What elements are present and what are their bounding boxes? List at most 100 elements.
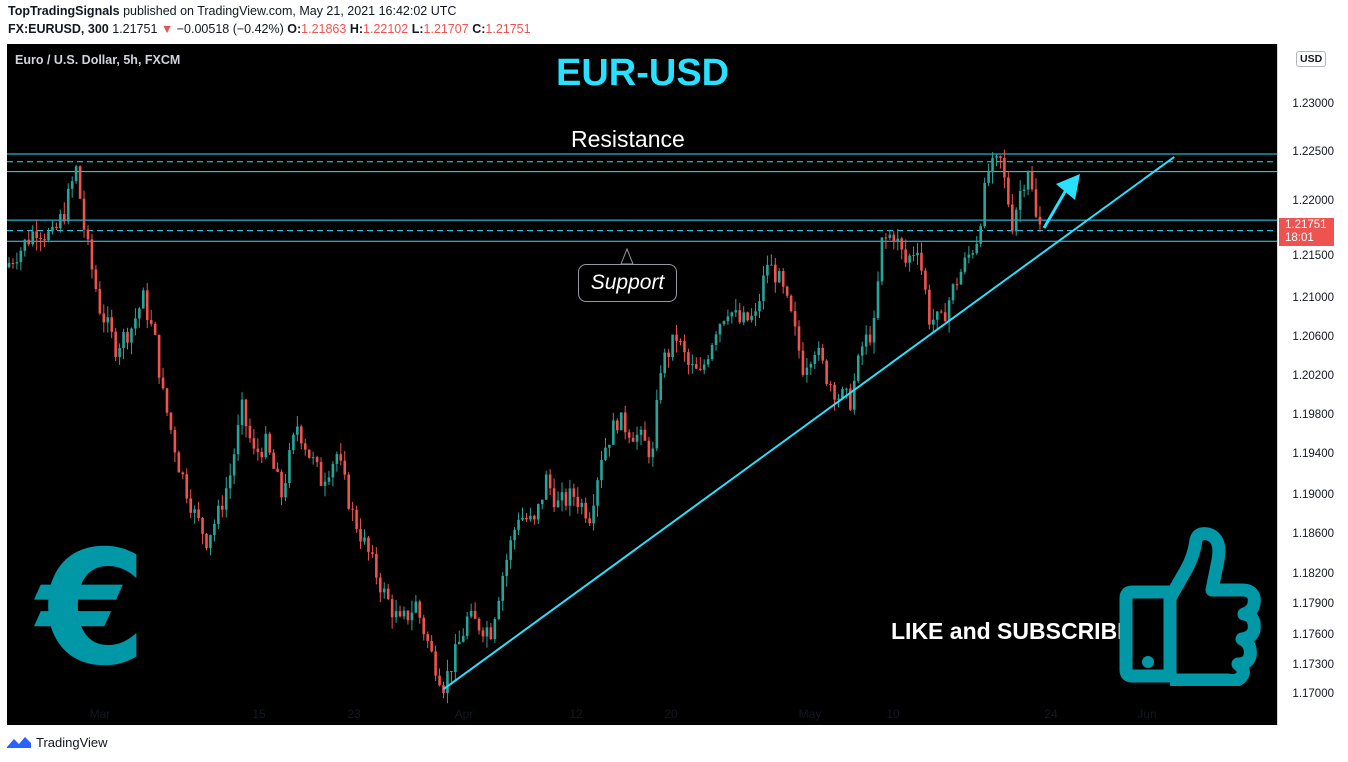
candle-body [777, 271, 781, 283]
candle-body [924, 270, 927, 290]
candle-body [627, 432, 631, 438]
candle-body [943, 312, 947, 322]
candle-body [217, 505, 220, 524]
candle-body [683, 341, 686, 353]
candle-body [584, 502, 587, 519]
candle-body [98, 289, 102, 314]
candle-body [639, 429, 643, 435]
candle-body [450, 671, 453, 673]
publish-date: published on TradingView.com, May 21, 20… [123, 4, 457, 18]
candle-body [888, 234, 892, 239]
candle-body [766, 264, 769, 276]
price-tick-label: 1.19800 [1292, 409, 1334, 421]
change-value: −0.00518 (−0.42%) [176, 22, 284, 36]
price-axis[interactable]: 1.21500 USD 1.21751 18:01 1.23000 1.22500… [1277, 44, 1348, 725]
candle-body [849, 388, 852, 410]
time-axis[interactable]: Mar 15 23 Apr 12 20 May 10 24 Jun [7, 702, 1277, 725]
candle-body [967, 254, 971, 258]
time-tick-label: 20 [664, 707, 678, 721]
close-label: C: [472, 22, 486, 36]
candle-body [256, 448, 260, 452]
candle-body [386, 588, 390, 600]
candlestick-plot[interactable] [7, 44, 1277, 725]
time-tick-label: 24 [1044, 707, 1058, 721]
candle-body [635, 434, 639, 442]
price-tick-label: 1.21500 [1292, 250, 1334, 262]
candle-body [560, 492, 564, 501]
candle-body [438, 675, 441, 686]
currency-badge[interactable]: USD [1296, 51, 1327, 67]
candle-body [31, 231, 34, 245]
candle-body [521, 517, 524, 520]
candle-body [157, 334, 161, 378]
candle-body [213, 523, 216, 535]
candle-body [916, 252, 919, 256]
footer-brand[interactable]: TradingView [36, 734, 108, 750]
candle-body [86, 229, 90, 240]
candle-body [1007, 177, 1010, 205]
candle-body [461, 635, 465, 642]
price-tick-label: 1.20200 [1292, 370, 1334, 382]
candle-body [244, 399, 248, 427]
candle-body [785, 286, 789, 296]
candle-body [604, 447, 607, 460]
candle-body [876, 281, 880, 319]
candle-body [758, 301, 761, 312]
candle-body [505, 559, 508, 576]
candle-body [1011, 204, 1014, 232]
price-tick-label: 1.17600 [1292, 629, 1334, 641]
candle-body [860, 346, 864, 356]
candle-body [260, 451, 264, 458]
price-tick-label: 1.22000 [1292, 195, 1334, 207]
candle-body [355, 509, 358, 530]
candle-body [465, 616, 469, 636]
candle-body [224, 488, 228, 510]
candle-body [240, 399, 244, 426]
candle-body [236, 425, 240, 455]
candle-body [679, 340, 682, 342]
author-name[interactable]: TopTradingSignals [8, 4, 120, 18]
last-value: 1.21751 [112, 22, 158, 36]
candle-body [126, 331, 129, 343]
candle-body [781, 271, 785, 287]
candle-body [706, 359, 710, 365]
candle-body [394, 611, 398, 618]
high-label: H: [349, 22, 364, 36]
candle-body [343, 460, 347, 475]
candle-body [774, 264, 777, 283]
candle-body [27, 239, 31, 245]
candle-body [904, 249, 907, 263]
candle-body [548, 474, 552, 489]
chart-pane[interactable] [7, 44, 1277, 725]
candle-body [15, 262, 19, 264]
time-tick-label: 23 [347, 707, 361, 721]
high-value: 1.22102 [363, 22, 409, 36]
candle-body [19, 250, 23, 263]
candle-body [23, 239, 27, 251]
candle-body [66, 188, 70, 222]
candle-body [951, 284, 955, 301]
candle-body [307, 449, 311, 458]
candle-body [55, 226, 58, 229]
candle-body [90, 239, 94, 270]
price-tick-label: 1.19000 [1292, 489, 1334, 501]
candle-body [1030, 172, 1034, 190]
candle-body [280, 471, 283, 498]
candle-body [422, 617, 426, 635]
candle-body [588, 518, 591, 524]
candle-body [572, 488, 576, 497]
candle-body [702, 364, 706, 370]
candle-body [173, 429, 177, 453]
candle-body [406, 610, 410, 621]
candle-body [398, 611, 402, 617]
candle-body [892, 234, 896, 242]
candle-body [568, 488, 572, 506]
candle-body [106, 317, 110, 323]
candle-body [971, 253, 975, 255]
candle-body [856, 355, 860, 381]
candle-body [829, 384, 832, 386]
candle-body [327, 477, 331, 482]
candle-body [556, 500, 560, 507]
ohlc-line: FX:EURUSD, 300 1.21751 ▼ −0.00518 (−0.42… [8, 22, 531, 36]
candle-body [663, 352, 666, 374]
